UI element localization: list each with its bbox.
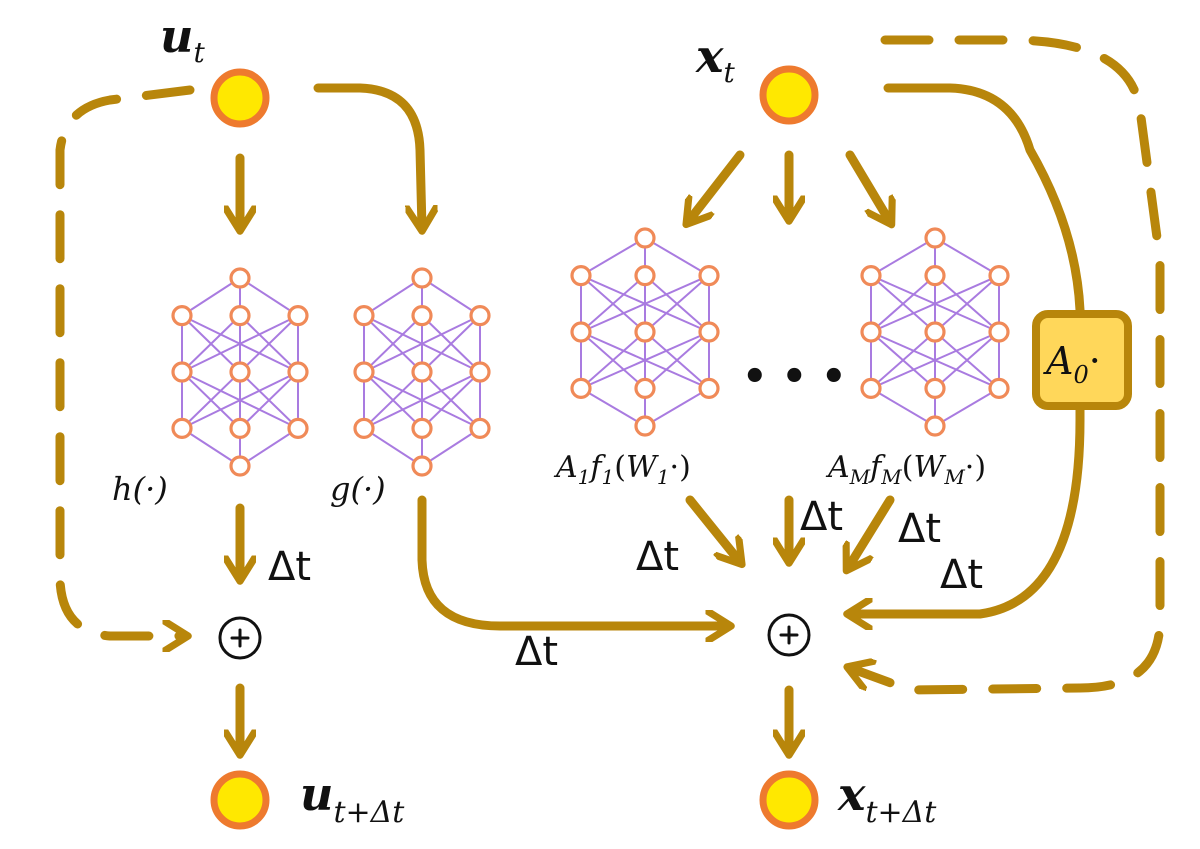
network-node	[413, 307, 431, 325]
network-node	[355, 307, 373, 325]
network-node	[636, 323, 654, 341]
network-node	[926, 379, 944, 397]
node-u-next	[214, 774, 266, 826]
network-node	[413, 457, 431, 475]
network-node	[173, 363, 191, 381]
label-x-t: xt	[695, 29, 735, 89]
network-node	[572, 267, 590, 285]
a0-label: A0·	[1043, 339, 1101, 389]
network-node	[636, 417, 654, 435]
network-node	[700, 323, 718, 341]
dt-label-h: Δt	[268, 544, 311, 590]
arrow-g-to-right-sum	[422, 500, 728, 626]
network-node	[471, 307, 489, 325]
network-node	[413, 363, 431, 381]
label-u-t: ut	[160, 9, 205, 69]
dt-label-g: Δt	[515, 629, 558, 675]
network-node	[413, 419, 431, 437]
sum-node-right	[769, 615, 809, 655]
network-node	[636, 379, 654, 397]
network-node	[700, 379, 718, 397]
network-node	[231, 457, 249, 475]
network-node	[990, 267, 1008, 285]
network-g	[355, 269, 489, 475]
network-node	[231, 269, 249, 287]
network-node	[636, 229, 654, 247]
network-node	[926, 267, 944, 285]
network-node	[572, 379, 590, 397]
ellipsis: • • •	[742, 354, 847, 400]
network-h	[173, 269, 307, 475]
arrow-u-skip-dashed	[60, 90, 190, 636]
dt-label-fM: Δt	[898, 506, 941, 552]
network-node	[862, 379, 880, 397]
network-node	[926, 229, 944, 247]
network-node	[700, 267, 718, 285]
network-fM	[862, 229, 1008, 435]
network-node	[289, 419, 307, 437]
dt-label-a0: Δt	[940, 552, 983, 598]
dt-label-mid: Δt	[800, 494, 843, 540]
network-node	[355, 419, 373, 437]
network-node	[231, 419, 249, 437]
label-f1: A1f1(W1·)	[553, 450, 691, 489]
arrow-u-to-g	[318, 88, 422, 228]
network-node	[355, 363, 373, 381]
arrow-fM-to-sum	[848, 500, 890, 568]
network-node	[990, 323, 1008, 341]
network-node	[572, 323, 590, 341]
label-fM: AMfM(WM·)	[825, 450, 986, 489]
network-edge	[581, 238, 645, 276]
label-h: h(·)	[112, 470, 168, 508]
network-node	[471, 419, 489, 437]
label-u-next: ut+Δt	[300, 767, 405, 830]
network-edge	[581, 388, 645, 426]
network-node	[289, 307, 307, 325]
network-edge	[935, 238, 999, 276]
arrow-x-to-fM	[850, 155, 890, 222]
network-node	[862, 267, 880, 285]
network-edge	[871, 388, 935, 426]
a0-block: A0·	[1036, 314, 1128, 406]
network-edge	[935, 388, 999, 426]
dt-label-f1: Δt	[636, 534, 679, 580]
network-node	[471, 363, 489, 381]
network-node	[231, 363, 249, 381]
node-x-t	[763, 69, 815, 121]
network-node	[289, 363, 307, 381]
network-node	[926, 417, 944, 435]
label-x-next: xt+Δt	[837, 767, 937, 830]
arrow-x-to-f1	[688, 155, 740, 222]
network-node	[862, 323, 880, 341]
network-node	[413, 269, 431, 287]
network-edge	[645, 238, 709, 276]
arrow-f1-to-sum	[690, 500, 740, 562]
label-g: g(·)	[330, 470, 386, 508]
network-edge	[645, 388, 709, 426]
sum-node-left	[220, 618, 260, 658]
network-node	[173, 419, 191, 437]
network-node	[231, 307, 249, 325]
network-node	[990, 379, 1008, 397]
network-node	[636, 267, 654, 285]
network-f1	[572, 229, 718, 435]
node-u-t	[214, 72, 266, 124]
network-node	[926, 323, 944, 341]
network-node	[173, 307, 191, 325]
node-x-next	[763, 774, 815, 826]
network-edge	[871, 238, 935, 276]
